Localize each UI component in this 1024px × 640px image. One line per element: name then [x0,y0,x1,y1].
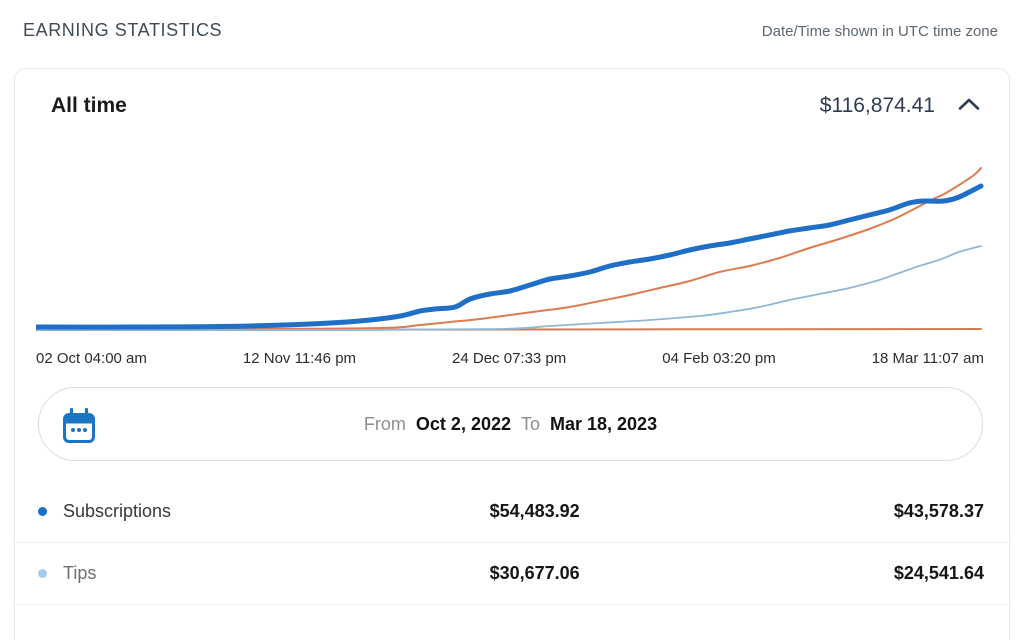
from-label: From [363,413,406,434]
x-axis-labels: 02 Oct 04:00 am 12 Nov 11:46 pm 24 Dec 0… [36,350,984,367]
x-axis-tick: 12 Nov 11:46 pm [242,350,357,367]
tips-series-dot [38,569,47,578]
collapse-panel-button[interactable] [953,93,985,118]
legend-label-cell: Subscriptions [38,501,397,522]
legend-rows: Subscriptions $54,483.92 $43,578.37 Tips… [15,481,1009,605]
earnings-line-chart [36,122,984,334]
subscriptions-series-dot [38,507,47,516]
subscriptions-net-value: $43,578.37 [893,501,984,521]
tips-gross-value: $30,677.06 [489,563,580,583]
subscriptions-main-line [36,183,984,330]
date-range-picker[interactable]: From Oct 2, 2022 To Mar 18, 2023 [38,387,983,461]
chevron-up-icon [957,97,981,114]
to-label: To [520,413,540,434]
tips-line [36,245,982,331]
page-header: EARNING STATISTICS Date/Time shown in UT… [0,0,1024,41]
date-range-text: From Oct 2, 2022 To Mar 18, 2023 [39,414,982,435]
period-label: All time [51,93,127,117]
x-axis-tick: 24 Dec 07:33 pm [452,350,567,367]
chart-svg [36,167,984,331]
legend-label: Subscriptions [63,501,172,521]
statistics-card: All time $116,874.41 02 Oct 04:00 am 12 … [14,68,1010,640]
orange-line [36,167,983,331]
page-title: EARNING STATISTICS [23,20,223,40]
total-amount: $116,874.41 [819,93,935,117]
card-header-right: $116,874.41 [820,93,985,118]
legend-label: Tips [63,563,97,583]
tips-net-value: $24,541.64 [893,563,984,583]
x-axis-tick: 18 Mar 11:07 am [871,350,984,367]
x-axis-tick: 02 Oct 04:00 am [36,350,147,367]
card-header: All time $116,874.41 [15,69,1009,118]
calendar-icon[interactable] [61,407,97,450]
x-axis-tick: 04 Feb 03:20 pm [662,350,776,367]
subscriptions-gross-value: $54,483.92 [489,501,580,521]
from-date-value: Oct 2, 2022 [415,413,511,434]
legend-row-tips[interactable]: Tips $30,677.06 $24,541.64 [15,543,1009,605]
legend-row-subscriptions[interactable]: Subscriptions $54,483.92 $43,578.37 [15,481,1009,543]
legend-label-cell: Tips [38,563,397,584]
timezone-note: Date/Time shown in UTC time zone [761,23,998,40]
to-date-value: Mar 18, 2023 [550,413,658,434]
